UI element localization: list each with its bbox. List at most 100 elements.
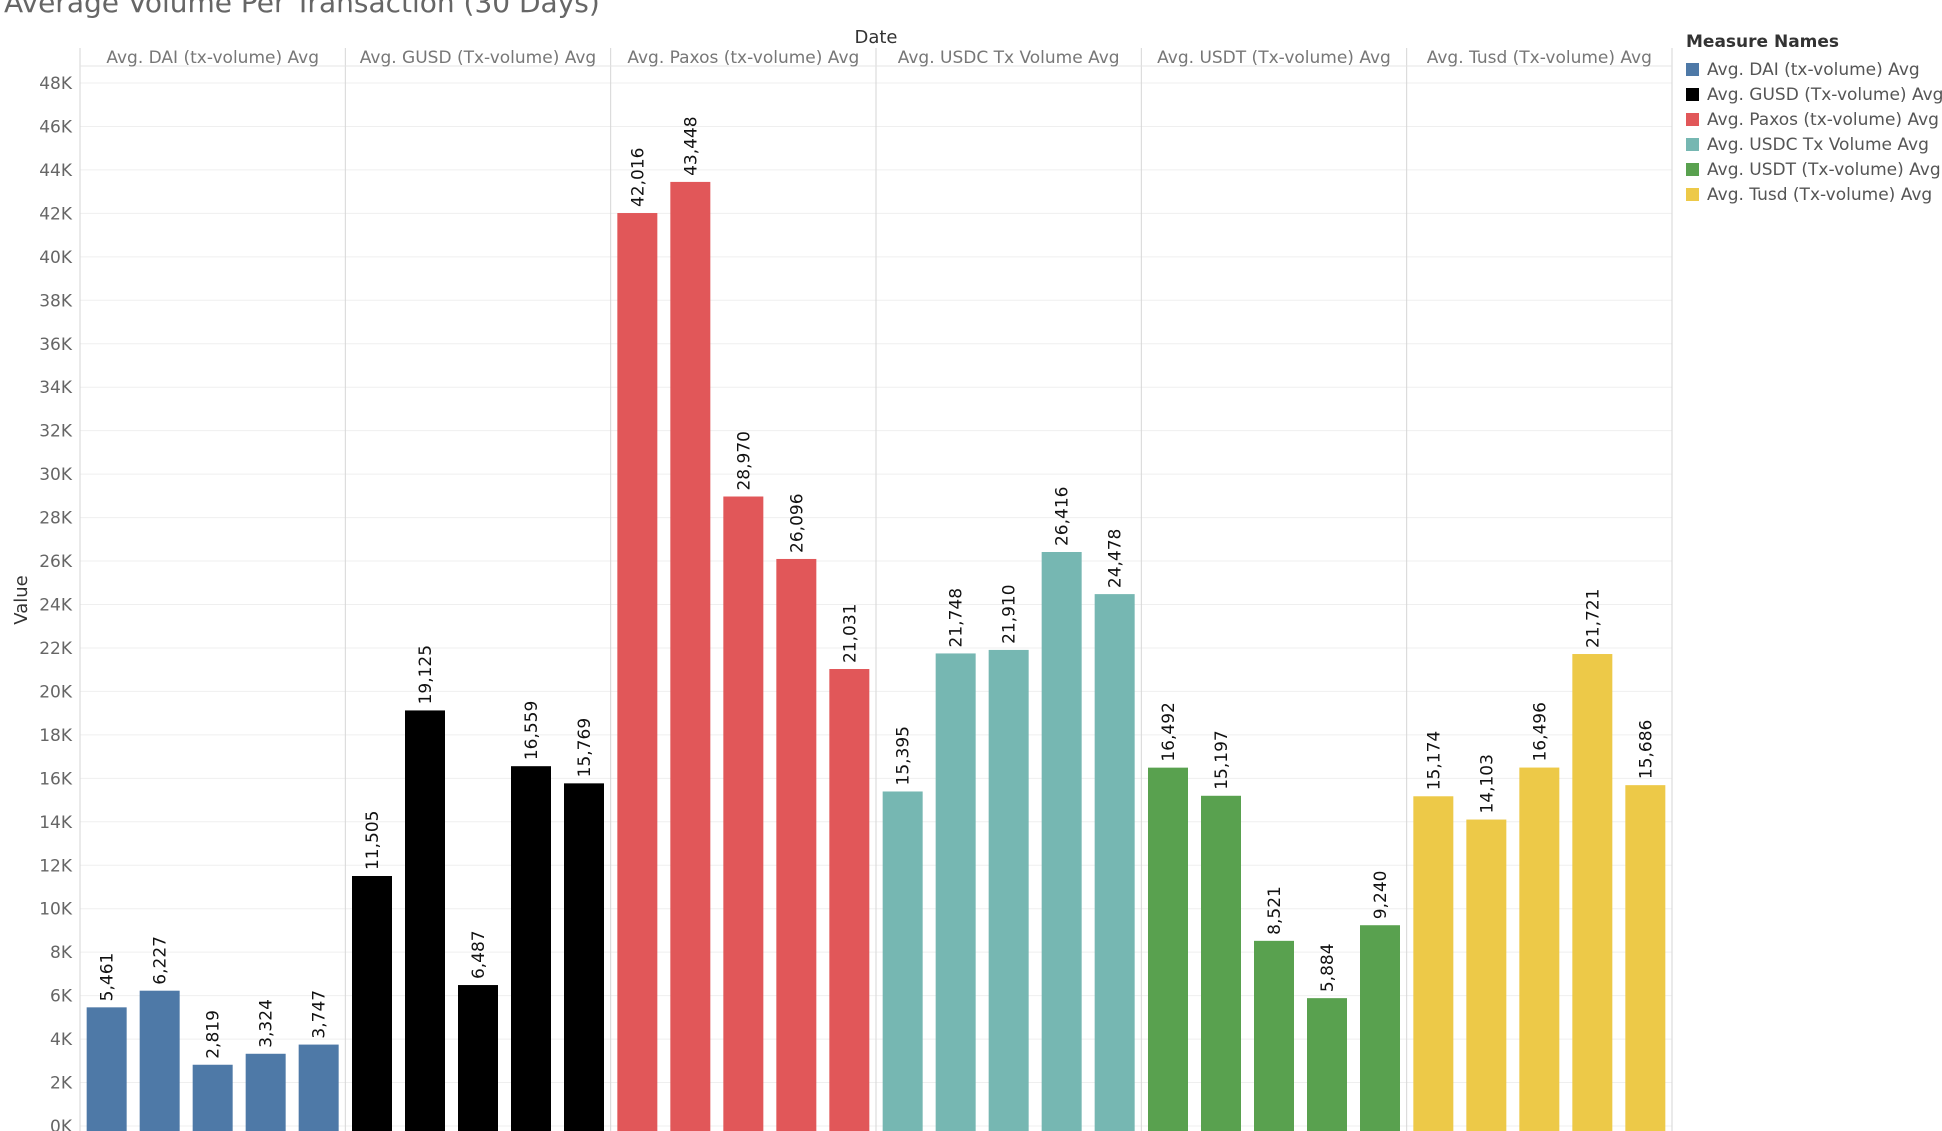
legend-item[interactable]: Avg. USDT (Tx-volume) Avg: [1686, 157, 1942, 182]
y-tick-label: 46K: [39, 117, 73, 137]
bar: [1466, 819, 1507, 1131]
bar: [1307, 998, 1347, 1131]
y-tick-label: 22K: [39, 639, 73, 659]
bar: [564, 783, 604, 1131]
bar: [776, 558, 817, 1131]
bar: [1041, 552, 1082, 1131]
legend-swatch: [1686, 88, 1699, 101]
legend: Measure Names Avg. DAI (tx-volume) Avg Av…: [1686, 32, 1942, 207]
bar: [1625, 785, 1666, 1131]
panel-header: Avg. GUSD (Tx-volume) Avg: [360, 48, 596, 68]
bar: [405, 710, 445, 1131]
panels: Avg. DAI (tx-volume) Avg Avg. GUSD (Tx-vo…: [79, 48, 1673, 1131]
legend-label: Avg. DAI (tx-volume) Avg: [1707, 59, 1920, 80]
y-tick-label: 4K: [50, 1030, 73, 1050]
data-label: 5,884: [1318, 943, 1338, 992]
bar: [670, 181, 711, 1131]
bar: [511, 766, 551, 1131]
legend-item[interactable]: Avg. Paxos (tx-volume) Avg: [1686, 107, 1942, 132]
data-label: 26,416: [1053, 487, 1073, 546]
legend-swatch: [1686, 63, 1699, 76]
y-tick-label: 40K: [39, 248, 73, 268]
bar: [723, 496, 764, 1131]
bar: [1413, 796, 1454, 1131]
legend-item[interactable]: Avg. USDC Tx Volume Avg: [1686, 132, 1942, 157]
data-label: 8,521: [1265, 886, 1285, 935]
legend-swatch: [1686, 188, 1699, 201]
y-tick-label: 6K: [50, 987, 73, 1007]
bar: [139, 990, 180, 1131]
data-label: 14,103: [1477, 754, 1497, 813]
bar: [988, 649, 1029, 1131]
data-label: 6,487: [469, 930, 489, 979]
data-label: 3,324: [257, 999, 277, 1048]
y-tick-label: 12K: [39, 856, 73, 876]
y-tick-label: 30K: [39, 465, 73, 485]
bar: [245, 1053, 286, 1131]
data-label: 15,174: [1424, 731, 1444, 790]
panel-header: Avg. Tusd (Tx-volume) Avg: [1427, 48, 1652, 68]
data-label: 15,197: [1212, 730, 1232, 789]
data-label: 16,496: [1530, 702, 1550, 761]
data-label: 21,031: [840, 604, 860, 663]
column-header: Date: [854, 27, 897, 48]
data-label: 9,240: [1371, 871, 1391, 920]
y-tick-label: 44K: [39, 161, 73, 181]
y-tick-label: 24K: [39, 596, 73, 616]
legend-title: Measure Names: [1686, 32, 1840, 52]
y-tick-label: 34K: [39, 378, 73, 398]
data-label: 15,769: [575, 718, 595, 777]
data-label: 16,492: [1159, 702, 1179, 761]
y-tick-label: 28K: [39, 509, 73, 529]
data-label: 24,478: [1106, 529, 1126, 588]
legend-swatch: [1686, 138, 1699, 151]
bar: [86, 1007, 127, 1131]
bar-chart: Avg. DAI (tx-volume) Avg Avg. GUSD (Tx-vo…: [11, 27, 1673, 1131]
bar: [1254, 940, 1294, 1131]
data-label: 43,448: [681, 116, 701, 175]
data-label: 3,747: [310, 990, 330, 1039]
legend-label: Avg. GUSD (Tx-volume) Avg: [1707, 84, 1942, 105]
legend-swatch: [1686, 113, 1699, 126]
y-tick-label: 10K: [39, 900, 73, 920]
data-label: 21,721: [1583, 589, 1603, 648]
bar: [352, 876, 392, 1131]
legend-item[interactable]: Avg. DAI (tx-volume) Avg: [1686, 57, 1942, 82]
y-tick-label: 18K: [39, 726, 73, 746]
data-label: 15,395: [894, 726, 914, 785]
legend-label: Avg. USDT (Tx-volume) Avg: [1707, 159, 1941, 180]
bar: [298, 1044, 339, 1131]
panel-header: Avg. USDT (Tx-volume) Avg: [1157, 48, 1391, 68]
legend-item[interactable]: Avg. Tusd (Tx-volume) Avg: [1686, 182, 1942, 207]
bar: [935, 653, 976, 1131]
bar: [458, 985, 498, 1131]
data-labels: 5,461 6,227 2,819 3,324 3,747 11,505 19,125 6,4…: [98, 116, 1657, 1058]
bar: [1519, 767, 1560, 1131]
data-label: 26,096: [787, 493, 807, 552]
data-label: 11,505: [363, 811, 383, 870]
y-tick-label: 20K: [39, 682, 73, 702]
data-label: 28,970: [734, 431, 754, 490]
bar: [192, 1064, 233, 1131]
bar: [617, 213, 658, 1131]
legend-label: Avg. Paxos (tx-volume) Avg: [1707, 109, 1939, 130]
y-tick-label: 0K: [50, 1117, 73, 1131]
bar: [829, 669, 870, 1131]
data-label: 2,819: [204, 1010, 224, 1059]
bar: [1201, 795, 1241, 1131]
data-label: 5,461: [98, 953, 118, 1002]
data-label: 19,125: [416, 645, 436, 704]
legend-swatch: [1686, 163, 1699, 176]
y-tick-label: 8K: [50, 943, 73, 963]
bar: [1360, 925, 1400, 1131]
y-tick-label: 38K: [39, 291, 73, 311]
legend-label: Avg. USDC Tx Volume Avg: [1707, 134, 1929, 155]
legend-label: Avg. Tusd (Tx-volume) Avg: [1707, 184, 1933, 205]
y-tick-label: 26K: [39, 552, 73, 572]
y-tick-label: 2K: [50, 1074, 73, 1094]
bar: [882, 791, 923, 1131]
panel-header: Avg. USDC Tx Volume Avg: [898, 48, 1120, 68]
y-tick-label: 32K: [39, 422, 73, 442]
legend-item[interactable]: Avg. GUSD (Tx-volume) Avg: [1686, 82, 1942, 107]
bar: [1094, 594, 1135, 1131]
